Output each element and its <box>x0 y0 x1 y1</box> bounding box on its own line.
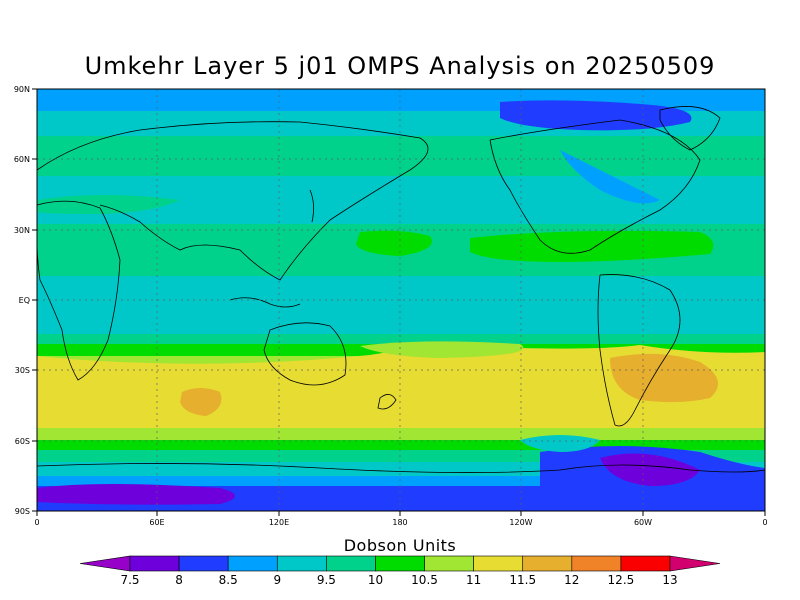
south-america-coast <box>597 274 681 427</box>
japan-coast <box>309 189 314 223</box>
band-eq <box>37 276 765 334</box>
southern-wave <box>37 345 765 372</box>
colorbar-level-label: 13 <box>662 573 677 587</box>
coastlines <box>37 106 765 473</box>
x-tick-label: 60E <box>149 518 164 527</box>
x-tick-label: 0 <box>34 518 39 527</box>
y-tick-label: 90S <box>15 507 30 516</box>
colorbar-swatch <box>571 555 622 572</box>
colorbar-swatch <box>620 555 671 572</box>
drake-notch <box>520 435 600 452</box>
colorbar-swatch <box>326 555 376 572</box>
colorbar-level-label: 10 <box>368 573 383 587</box>
colorbar-swatch <box>129 555 180 572</box>
s-hemi-green-wave <box>360 341 524 358</box>
colorbar-level-label: 10.5 <box>411 573 438 587</box>
colorbar-swatch <box>178 555 229 572</box>
y-tick-label: 90N <box>14 85 30 94</box>
colorbar-swatch <box>522 555 573 572</box>
y-tick-label: 30S <box>15 366 30 375</box>
colorbar-level-label: 11.5 <box>509 573 536 587</box>
x-tick-label: 0 <box>762 518 767 527</box>
colorbar-arrow-low <box>79 555 131 572</box>
africa-bulge <box>37 195 180 214</box>
antarctic-low-a <box>600 453 700 486</box>
north-tongue <box>560 150 660 204</box>
eurasia-coast <box>37 121 429 281</box>
colorbar-swatch <box>276 555 327 572</box>
y-tick-label: 60S <box>15 437 30 446</box>
colorbar-arrow-high <box>669 555 721 572</box>
colorbar-level-label: 8.5 <box>219 573 238 587</box>
indonesia-coast <box>229 297 301 308</box>
y-axis-labels: 90N 60N 30N EQ 30S 60S 90S <box>14 85 30 516</box>
antarctica-coast <box>37 463 765 473</box>
chart-title: Umkehr Layer 5 j01 OMPS Analysis on 2025… <box>84 52 716 80</box>
colorbar-level-label: 11 <box>466 573 481 587</box>
pacific-30n-core <box>356 230 432 256</box>
africa-coast <box>37 200 121 381</box>
indian-ocean-max <box>180 388 222 416</box>
antarctic-low-b <box>37 484 235 505</box>
colorbar-level-label: 8 <box>175 573 183 587</box>
north-america-coast <box>489 119 701 254</box>
ticks <box>32 88 766 516</box>
band-60s <box>37 440 765 450</box>
x-axis-labels: 0 60E 120E 180 120W 60W 0 <box>34 518 767 527</box>
x-tick-label: 120E <box>269 518 289 527</box>
y-tick-label: 30N <box>14 226 30 235</box>
band-55s <box>37 428 765 442</box>
x-tick-label: 120W <box>509 518 532 527</box>
graticule <box>37 89 765 511</box>
ozone-field <box>37 89 765 511</box>
arctic-low <box>500 100 692 131</box>
atlantic-30n-core <box>470 230 714 262</box>
s-america-max <box>610 353 718 403</box>
colorbar-swatch <box>473 555 524 572</box>
nz-coast <box>377 394 397 410</box>
colorbar-swatch <box>424 555 474 572</box>
colorbar-level-label: 12.5 <box>608 573 635 587</box>
colorbar-swatch <box>227 555 278 572</box>
band-60n <box>37 136 765 176</box>
colorbar-level-label: 9.5 <box>317 573 336 587</box>
colorbar-level-label: 9 <box>273 573 281 587</box>
greenland-coast <box>659 106 721 151</box>
y-tick-label: 60N <box>14 155 30 164</box>
australia-coast <box>263 322 347 386</box>
colorbar-level-label: 7.5 <box>120 573 139 587</box>
colorbar: 7.5 8 8.5 9 9.5 10 10.5 11 11.5 12 12.5 13 <box>79 555 721 587</box>
y-tick-label: EQ <box>19 296 30 305</box>
x-tick-label: 180 <box>392 518 407 527</box>
colorbar-swatch <box>375 555 425 572</box>
x-tick-label: 60W <box>634 518 652 527</box>
colorbar-level-label: 12 <box>564 573 579 587</box>
colorbar-title: Dobson Units <box>343 536 457 555</box>
